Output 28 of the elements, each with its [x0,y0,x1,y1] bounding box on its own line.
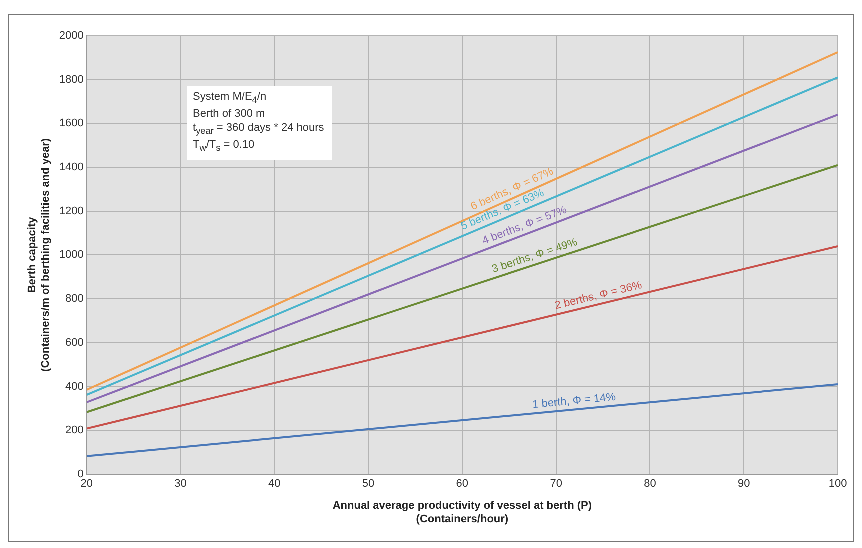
annotation: t$_{year}$ = 360 days * 24 hours [193,121,324,138]
text: 2 berths, Φ = 36% [554,279,644,312]
y-tick-label: 1000 [59,249,84,262]
x-tick-label: 30 [174,478,187,490]
annotation: T$_{w}$/T$_{s}$ = 0.10 [193,138,256,156]
y-tick-label: 0 [78,468,84,480]
y-tick-label: 200 [66,424,84,437]
y-tick-label: 800 [66,293,84,306]
y-tick-label: 400 [66,380,84,393]
y-tick-label: 1200 [59,205,84,218]
y-tick-label: 600 [66,336,84,349]
x-tick-label: 70 [550,478,562,490]
x-tick-label: 60 [456,478,469,490]
y-tick-label: 1400 [59,162,84,174]
y-tick-label: 1800 [59,74,84,86]
y-tick-label: 1600 [59,118,84,130]
annotation: Berth of 300 m [193,107,266,122]
x-tick-label: 100 [828,478,848,490]
x-tick-label: 20 [80,478,93,490]
y-axis-title: Berth capacity (Containers/m of berthing facilities and year) [26,138,52,372]
x-tick-label: 50 [362,478,375,490]
x-tick-label: 80 [644,478,656,490]
y-tick-label: 2000 [59,30,84,42]
x-tick-label: 40 [268,478,281,490]
text: 1 berth, Φ = 14% [532,391,617,412]
x-tick-label: 90 [738,478,750,490]
annotation: System M/E$_{4}$/n [193,90,268,108]
x-axis-title: Annual average productivity of vessel at berth (P) (Containers/hour) [332,500,592,526]
